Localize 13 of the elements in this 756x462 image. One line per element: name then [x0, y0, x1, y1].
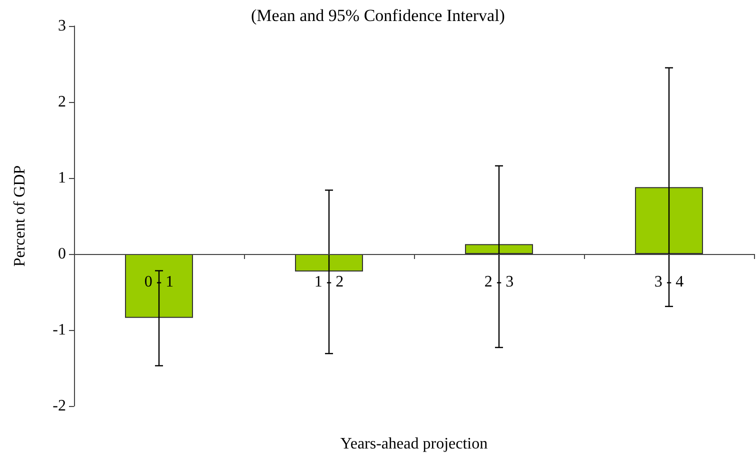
x-axis-title: Years-ahead projection [340, 436, 488, 452]
chart-subtitle: (Mean and 95% Confidence Interval) [251, 6, 505, 25]
y-axis-title: Percent of GDP [12, 165, 28, 267]
y-tick-label: 0 [58, 246, 66, 262]
y-tick-label: 1 [58, 170, 66, 186]
y-tick-label: -1 [52, 322, 66, 338]
y-tick-label: -2 [52, 398, 66, 414]
y-tick-label: 2 [58, 94, 66, 110]
bar [295, 254, 363, 272]
bar [635, 187, 703, 254]
bar [465, 244, 533, 254]
y-tick-label: 3 [58, 18, 66, 34]
bar [125, 254, 193, 318]
